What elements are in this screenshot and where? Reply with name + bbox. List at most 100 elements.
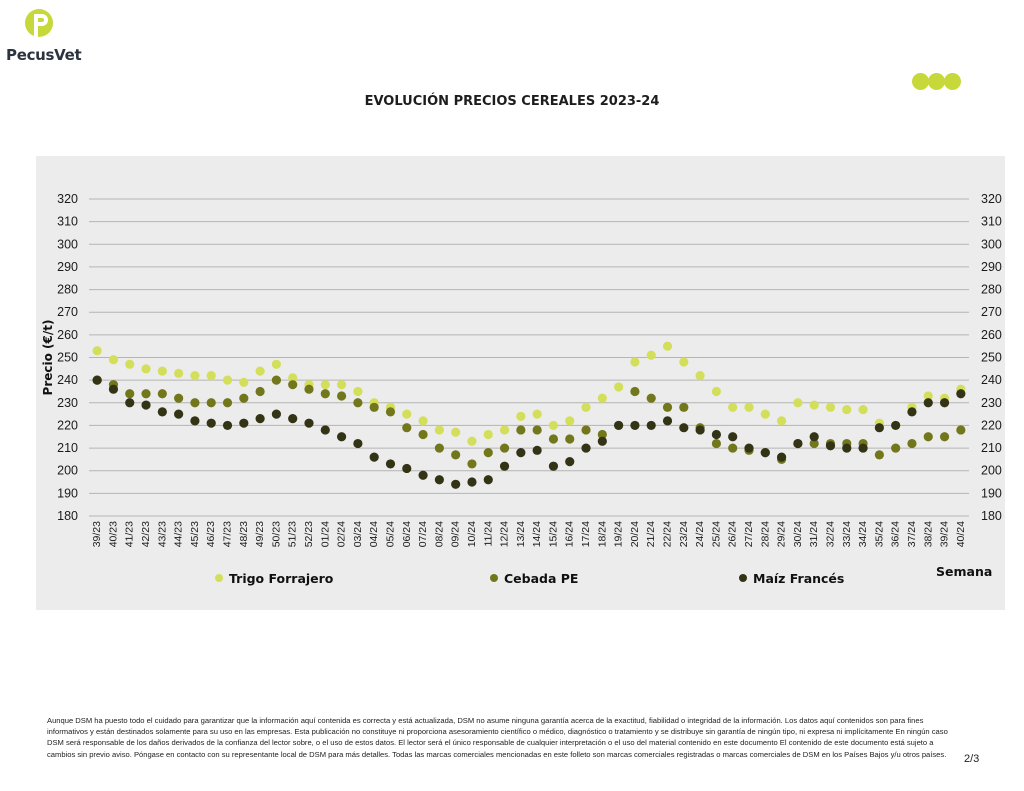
data-point xyxy=(597,436,607,446)
data-point xyxy=(222,398,233,408)
data-point xyxy=(793,438,803,449)
dot-icon xyxy=(944,73,961,90)
x-tick-label: 29/24 xyxy=(776,521,788,547)
x-tick-label: 45/23 xyxy=(189,521,201,547)
data-point xyxy=(206,418,216,428)
data-point xyxy=(108,355,119,365)
data-point xyxy=(679,402,689,412)
y-tick-label-left: 270 xyxy=(57,305,78,319)
header-dots xyxy=(912,73,962,91)
data-point xyxy=(923,432,933,442)
y-tick-label-right: 290 xyxy=(981,260,1002,274)
data-point xyxy=(271,359,282,369)
x-tick-label: 34/24 xyxy=(857,521,869,547)
x-tick-label: 25/24 xyxy=(710,521,722,547)
data-point xyxy=(206,371,216,381)
data-point xyxy=(369,402,379,412)
data-point xyxy=(728,432,738,442)
x-tick-label: 22/24 xyxy=(662,521,674,547)
chart-title: EVOLUCIÓN PRECIOS CEREALES 2023-24 xyxy=(364,94,660,109)
data-point xyxy=(679,357,689,367)
y-tick-label-right: 320 xyxy=(981,192,1002,206)
x-tick-label: 23/24 xyxy=(678,521,690,547)
data-point xyxy=(418,416,428,426)
data-point xyxy=(695,425,705,435)
data-point xyxy=(923,391,933,401)
x-tick-label: 06/24 xyxy=(401,521,413,547)
data-point xyxy=(402,409,412,419)
y-tick-label-right: 230 xyxy=(981,396,1002,410)
data-point xyxy=(255,366,265,376)
data-point xyxy=(874,423,884,433)
legend-marker xyxy=(215,574,223,582)
data-point xyxy=(711,429,722,440)
data-point xyxy=(858,404,868,415)
x-tick-label: 21/24 xyxy=(645,521,657,547)
x-tick-label: 18/24 xyxy=(596,521,608,547)
x-tick-label: 39/24 xyxy=(939,521,951,547)
data-point xyxy=(939,398,950,408)
pecusvet-logo-icon xyxy=(25,9,53,40)
data-point xyxy=(907,438,917,449)
data-point xyxy=(483,429,493,440)
data-point xyxy=(891,420,901,431)
x-tick-label: 10/24 xyxy=(466,521,478,547)
data-point xyxy=(842,404,852,415)
y-tick-label-right: 200 xyxy=(981,464,1002,478)
data-point xyxy=(842,443,852,453)
x-tick-label: 46/23 xyxy=(205,521,217,547)
data-point xyxy=(336,391,347,401)
data-point xyxy=(711,438,722,449)
x-tick-label: 28/24 xyxy=(759,521,771,547)
y-tick-label-right: 180 xyxy=(981,509,1002,523)
y-tick-label-right: 240 xyxy=(981,373,1002,387)
data-point xyxy=(304,384,314,394)
data-point xyxy=(190,398,200,408)
data-point xyxy=(434,425,444,435)
data-point xyxy=(597,429,607,440)
x-tick-label: 43/23 xyxy=(156,521,168,547)
y-tick-label-right: 300 xyxy=(981,237,1002,251)
data-point xyxy=(288,414,298,424)
data-point xyxy=(809,400,819,410)
data-point xyxy=(451,450,461,460)
data-point xyxy=(222,375,233,385)
data-point xyxy=(255,414,265,424)
data-point xyxy=(499,461,510,471)
data-point xyxy=(434,443,444,453)
y-tick-label-left: 220 xyxy=(57,418,78,432)
data-point xyxy=(662,402,673,412)
y-tick-label-right: 280 xyxy=(981,283,1002,297)
data-point xyxy=(402,463,412,474)
x-tick-label: 13/24 xyxy=(515,521,527,547)
data-point xyxy=(336,432,347,442)
data-point xyxy=(744,402,754,412)
data-point xyxy=(646,420,656,431)
data-point xyxy=(239,393,249,403)
x-tick-label: 16/24 xyxy=(564,521,576,547)
data-point xyxy=(141,389,151,399)
data-point xyxy=(581,425,591,435)
data-point xyxy=(728,402,738,412)
x-tick-label: 03/24 xyxy=(352,521,364,547)
data-point xyxy=(222,420,233,431)
x-tick-label: 02/24 xyxy=(336,521,348,547)
x-tick-label: 31/24 xyxy=(808,521,820,547)
data-point xyxy=(939,432,950,442)
data-point xyxy=(516,425,526,435)
data-point xyxy=(532,445,542,455)
data-point xyxy=(467,436,477,446)
x-tick-label: 39/23 xyxy=(91,521,103,547)
data-point xyxy=(809,432,819,442)
x-tick-label: 26/24 xyxy=(727,521,739,547)
y-tick-label-right: 220 xyxy=(981,418,1002,432)
legend-label: Maíz Francés xyxy=(753,571,844,586)
x-tick-label: 07/24 xyxy=(417,521,429,547)
data-point xyxy=(108,384,119,394)
data-point xyxy=(174,393,184,403)
data-point xyxy=(467,477,477,487)
data-point xyxy=(320,380,330,390)
data-point xyxy=(157,366,167,376)
data-point xyxy=(353,438,363,449)
data-point xyxy=(923,398,933,408)
